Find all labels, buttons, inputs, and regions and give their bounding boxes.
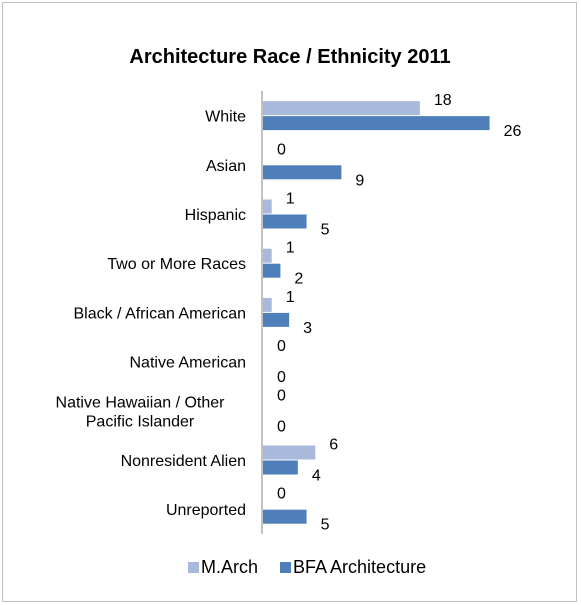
bar-bfa-architecture-asian [263, 165, 342, 180]
data-label-m-arch-asian: 0 [277, 141, 286, 158]
legend-swatch-m-arch [188, 562, 199, 573]
bar-bfa-architecture-two-or-more-races [263, 263, 281, 278]
data-label-bfa-architecture-nonresident-alien: 4 [312, 468, 321, 485]
data-label-m-arch-white: 18 [434, 92, 452, 109]
category-label-line: Asian [206, 158, 246, 175]
category-label-line: Black / African American [73, 305, 246, 322]
category-label-two-or-more-races: Two or More Races [107, 256, 246, 273]
category-label-line: Hispanic [185, 207, 246, 224]
category-label-asian: Asian [206, 158, 246, 175]
category-label-unreported: Unreported [166, 502, 246, 519]
data-label-bfa-architecture-native-american: 0 [277, 369, 286, 386]
category-label-line: Native American [130, 355, 247, 372]
category-labels: White Asian Hispanic Two or More Races Black… [56, 109, 247, 520]
bar-bfa-architecture-unreported [263, 509, 307, 524]
category-label-line: Two or More Races [107, 256, 246, 273]
data-label-bfa-architecture-white: 26 [504, 123, 522, 140]
data-label-bfa-architecture-black-african-american: 3 [303, 320, 312, 337]
category-label-native-hawaiian-other-pacific-islander: Native Hawaiian / Other Pacific Islander [56, 394, 226, 430]
data-label-bfa-architecture-hispanic: 5 [321, 222, 330, 239]
category-label-white: White [205, 109, 246, 126]
data-label-m-arch-native-hawaiian-other-pacific-islander: 0 [277, 387, 286, 404]
data-label-bfa-architecture-native-hawaiian-other-pacific-islander: 0 [277, 418, 286, 435]
data-label-bfa-architecture-unreported: 5 [321, 517, 330, 534]
category-label-line: Pacific Islander [86, 413, 195, 430]
bar-m-arch-white [263, 101, 420, 116]
data-label-m-arch-nonresident-alien: 6 [329, 437, 338, 454]
bar-bfa-architecture-hispanic [263, 214, 307, 229]
category-label-black-african-american: Black / African American [73, 305, 246, 322]
bar-m-arch-two-or-more-races [263, 248, 272, 263]
category-label-line: Native Hawaiian / Other [56, 394, 226, 411]
bar-bfa-architecture-nonresident-alien [263, 460, 298, 475]
data-label-m-arch-hispanic: 1 [286, 191, 295, 208]
data-label-bfa-architecture-two-or-more-races: 2 [294, 271, 303, 288]
bar-m-arch-black-african-american [263, 297, 272, 312]
category-label-line: Nonresident Alien [121, 453, 246, 470]
bar-bfa-architecture-white [263, 116, 490, 131]
category-label-nonresident-alien: Nonresident Alien [121, 453, 246, 470]
bar-chart: Architecture Race / Ethnicity 2011 White… [56, 46, 522, 577]
category-label-line: White [205, 109, 246, 126]
bar-m-arch-hispanic [263, 199, 272, 214]
data-label-m-arch-native-american: 0 [277, 338, 286, 355]
legend-swatch-bfa-architecture [280, 562, 292, 573]
bar-bfa-architecture-black-african-american [263, 312, 290, 327]
category-label-line: Unreported [166, 502, 246, 519]
data-label-bfa-architecture-asian: 9 [355, 172, 364, 189]
chart-title: Architecture Race / Ethnicity 2011 [129, 46, 450, 68]
data-label-m-arch-black-african-american: 1 [286, 289, 295, 306]
category-label-native-american: Native American [130, 355, 247, 372]
legend-label-m-arch: M.Arch [201, 557, 258, 577]
data-label-m-arch-two-or-more-races: 1 [286, 240, 295, 257]
category-label-hispanic: Hispanic [185, 207, 246, 224]
bar-m-arch-nonresident-alien [263, 445, 316, 460]
legend: M.Arch BFA Architecture [188, 557, 426, 577]
bars [263, 101, 490, 524]
legend-label-bfa-architecture: BFA Architecture [293, 557, 426, 577]
data-label-m-arch-unreported: 0 [277, 486, 286, 503]
